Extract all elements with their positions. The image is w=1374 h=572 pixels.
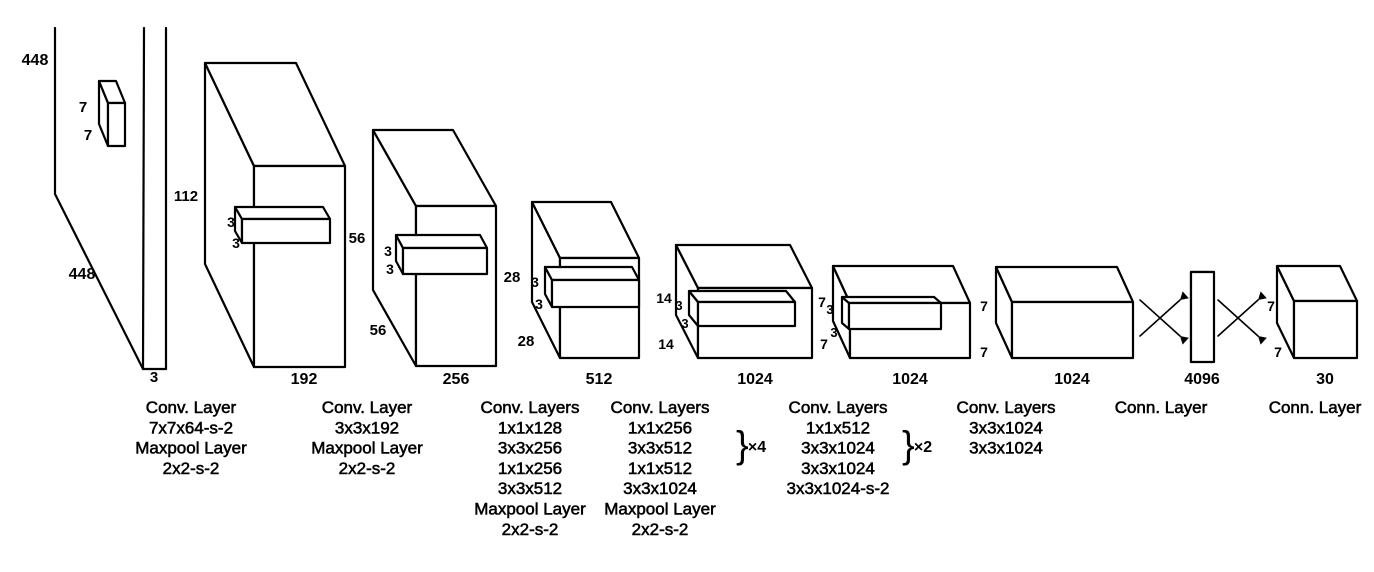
svg-text:56: 56 [349, 230, 366, 247]
svg-text:3: 3 [531, 274, 539, 290]
svg-text:7: 7 [818, 294, 826, 310]
svg-text:3: 3 [227, 214, 235, 230]
svg-text:512: 512 [586, 371, 613, 388]
svg-text:1024: 1024 [892, 371, 928, 388]
svg-text:448: 448 [69, 266, 96, 283]
svg-text:3: 3 [681, 316, 688, 331]
svg-text:3: 3 [830, 325, 837, 340]
svg-text:7: 7 [84, 127, 92, 144]
svg-text:7: 7 [1267, 298, 1275, 314]
svg-text:3: 3 [675, 298, 682, 313]
svg-text:3: 3 [384, 243, 392, 259]
svg-text:4096: 4096 [1184, 371, 1220, 388]
svg-text:Conn. Layer: Conn. Layer [1115, 398, 1208, 417]
svg-text:192: 192 [291, 371, 318, 388]
svg-text:28: 28 [518, 333, 535, 350]
svg-text:1024: 1024 [1054, 371, 1090, 388]
svg-text:}: } [902, 424, 915, 466]
svg-text:3: 3 [232, 235, 240, 251]
svg-text:7: 7 [79, 99, 87, 116]
svg-text:7: 7 [820, 336, 828, 352]
svg-text:×2: ×2 [914, 439, 932, 456]
svg-text:112: 112 [174, 188, 198, 205]
svg-text:14: 14 [656, 290, 672, 306]
svg-text:256: 256 [443, 371, 470, 388]
svg-text:}: } [736, 424, 749, 466]
svg-text:56: 56 [370, 322, 387, 339]
svg-text:Conn. Layer: Conn. Layer [1269, 398, 1362, 417]
svg-text:28: 28 [504, 269, 521, 286]
svg-text:7: 7 [980, 298, 988, 314]
svg-text:7: 7 [980, 344, 988, 360]
svg-text:3: 3 [386, 261, 394, 277]
svg-text:1024: 1024 [737, 371, 773, 388]
svg-text:3: 3 [826, 302, 833, 317]
svg-text:3: 3 [535, 296, 543, 312]
svg-text:×4: ×4 [748, 439, 766, 456]
svg-text:14: 14 [658, 336, 674, 352]
svg-text:448: 448 [22, 52, 49, 69]
svg-text:7: 7 [1274, 344, 1282, 360]
svg-text:30: 30 [1316, 371, 1334, 388]
svg-text:3: 3 [150, 369, 158, 386]
